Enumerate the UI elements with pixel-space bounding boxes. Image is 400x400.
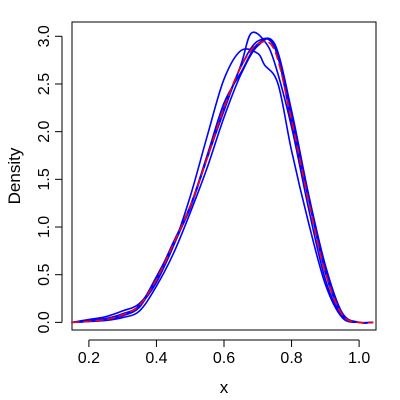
y-tick-label: 0.5 bbox=[36, 263, 53, 285]
y-tick-label: 2.0 bbox=[36, 120, 53, 142]
y-tick-label: 0.0 bbox=[36, 311, 53, 333]
x-tick-label: 1.0 bbox=[348, 350, 370, 367]
density-line bbox=[71, 37, 374, 324]
x-tick-label: 0.8 bbox=[280, 350, 302, 367]
reference-density-line bbox=[71, 40, 374, 324]
y-axis-title: Density bbox=[5, 147, 24, 204]
x-tick-label: 0.4 bbox=[145, 350, 167, 367]
density-line bbox=[71, 48, 374, 324]
plot-frame bbox=[71, 21, 377, 331]
x-axis-title: x bbox=[220, 378, 229, 397]
density-line bbox=[71, 37, 374, 324]
y-tick-label: 3.0 bbox=[36, 25, 53, 47]
series-layer bbox=[71, 31, 374, 324]
x-tick-label: 0.2 bbox=[78, 350, 100, 367]
y-tick-label: 1.0 bbox=[36, 216, 53, 238]
y-axis: 0.0 0.5 1.0 1.5 2.0 2.5 3.0 bbox=[36, 25, 63, 333]
x-axis: 0.2 0.4 0.6 0.8 1.0 bbox=[78, 339, 370, 367]
x-tick-label: 0.6 bbox=[213, 350, 235, 367]
y-tick-label: 2.5 bbox=[36, 73, 53, 95]
y-tick-label: 1.5 bbox=[36, 168, 53, 190]
